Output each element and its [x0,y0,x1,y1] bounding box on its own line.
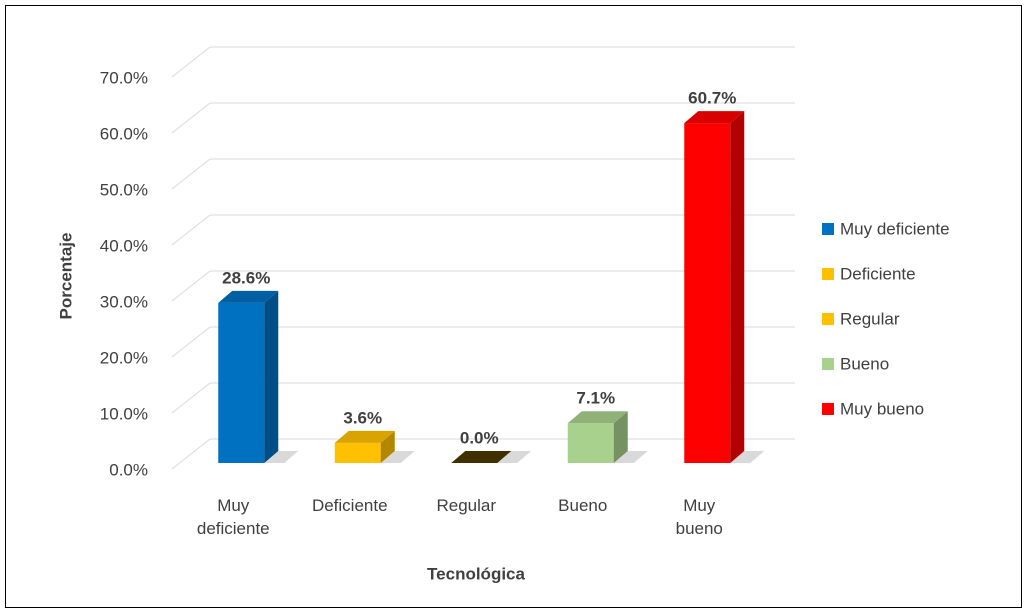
grid-line [171,326,211,358]
bar [218,302,265,463]
legend-label: Muy deficiente [840,219,950,238]
legend-label: Regular [840,309,900,328]
y-tick-label: 30.0% [100,292,148,311]
bar-side [730,111,745,463]
grid-line [171,382,211,414]
data-label: 0.0% [460,428,499,447]
grid-line [171,46,211,78]
bar-top [451,451,512,463]
y-tick-label: 10.0% [100,404,148,423]
grid-line [171,158,211,190]
y-tick-label: 40.0% [100,236,148,255]
bar-top [218,290,279,303]
data-label: 7.1% [576,389,615,408]
grid-line [171,102,211,134]
grid-line [171,438,211,470]
bar [567,423,614,463]
data-label: 28.6% [222,268,270,287]
y-tick-label: 60.0% [100,124,148,143]
x-tick-label: Muy bueno [675,496,723,538]
grid-line [171,270,211,302]
bar-side [380,430,395,463]
bar-top [334,430,395,443]
x-axis-title: Tecnológica [427,564,525,583]
y-tick-label: 70.0% [100,68,148,87]
legend-label: Muy bueno [840,399,924,418]
legend-label: Bueno [840,354,889,373]
bar-top [567,411,628,424]
legend-swatch [822,268,834,280]
x-tick-label: Bueno [558,496,608,515]
bar-top [684,111,745,124]
data-label: 60.7% [688,89,736,108]
y-axis-title: Porcentaje [56,233,75,320]
x-tick-label: Regular [436,496,497,515]
y-tick-label: 20.0% [100,348,148,367]
legend-swatch [822,313,834,325]
y-tick-label: 50.0% [100,180,148,199]
bar-side [264,290,279,463]
bar [684,123,731,463]
y-tick-label: 0.0% [109,460,148,479]
legend-swatch [822,223,834,235]
bar-side [613,411,628,463]
x-tick-label: Muy deficiente [196,496,270,538]
legend-swatch [822,403,834,415]
data-label: 3.6% [343,408,382,427]
grid-line [171,214,211,246]
chart-frame [5,5,1022,608]
x-tick-label: Deficiente [311,496,388,515]
legend-label: Deficiente [840,264,916,283]
bar [334,442,381,463]
legend-swatch [822,358,834,370]
